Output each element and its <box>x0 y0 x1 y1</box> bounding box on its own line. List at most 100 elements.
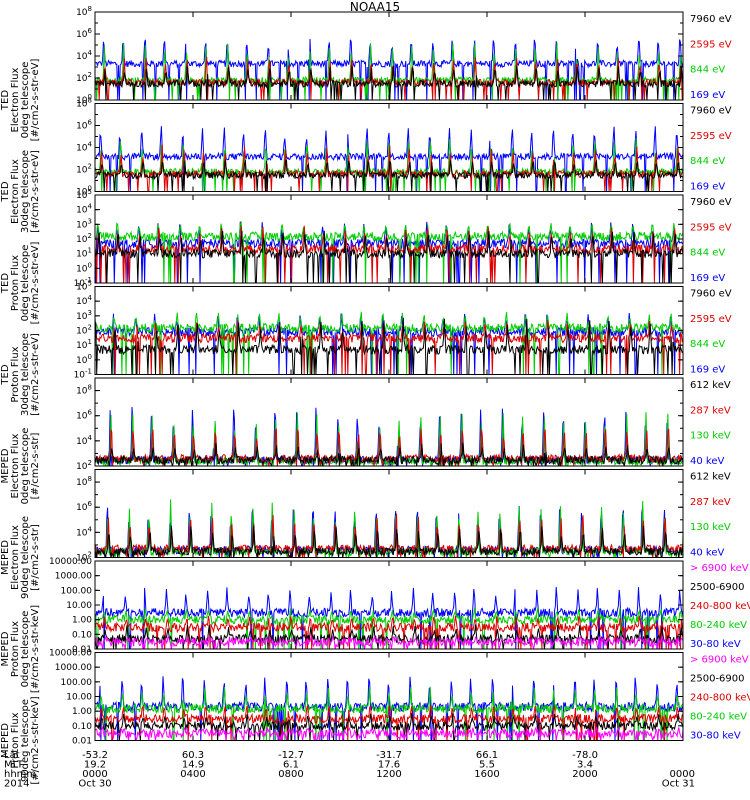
y-axis-label: MEPEDElectron Flux90deg telescope[#/cm2-… <box>0 516 41 599</box>
series-line <box>95 686 683 741</box>
legend-item: 2595 eV <box>690 222 732 233</box>
y-axis-label-line: Proton Flux <box>10 712 21 768</box>
y-axis-label: MEPEDElectron Flux0deg telescope[#/cm2-s… <box>0 428 41 505</box>
y-axis-label: TEDProton Flux30deg telescope[#/cm2-s-st… <box>0 333 41 416</box>
legend-item: 130 keV <box>690 522 731 533</box>
y-tick-label: 0.01 <box>72 737 92 747</box>
footer-value: 5.5 <box>479 760 495 771</box>
panel-8: MEPEDProton Flux90deg telescope[#/cm2-s-… <box>0 652 750 785</box>
footer-value: Oct 30 <box>78 779 111 790</box>
y-tick-label: 10.00 <box>66 693 92 703</box>
legend-item: 287 keV <box>690 497 731 508</box>
series-line <box>95 634 683 649</box>
y-axis-label-line: 0deg telescope <box>20 428 31 505</box>
series-line <box>95 607 683 649</box>
footer-value: 60.3 <box>182 750 204 761</box>
legend-item: 240-800 keV <box>690 693 750 704</box>
panel-6-traces <box>95 499 683 558</box>
y-tick-label: 1.00 <box>72 707 92 717</box>
legend-item: 169 eV <box>690 273 725 284</box>
legend-item: 169 eV <box>690 90 725 101</box>
y-axis-label-line: 90deg telescope <box>20 516 31 599</box>
legend-item: > 6900 keV <box>690 655 749 666</box>
panel-2: TEDElectron Flux30deg telescope[#/cm2-s-… <box>0 103 732 233</box>
panel-frame <box>94 377 684 467</box>
y-tick-label: 104 <box>76 525 92 538</box>
footer-value: -78.0 <box>572 750 598 761</box>
y-axis-label-line: [#/cm2-s-str] <box>30 432 41 499</box>
series-line <box>95 704 683 741</box>
y-tick-label: 0.10 <box>72 722 92 732</box>
y-axis-label-line: Electron Flux <box>10 433 21 498</box>
series-line <box>95 311 683 375</box>
series-line <box>95 220 683 283</box>
y-tick-label: 102 <box>76 71 92 84</box>
y-axis-label-line: Electron Flux <box>10 159 21 224</box>
y-axis-label-line: TED <box>0 181 11 202</box>
footer-value: 2000 <box>572 769 597 780</box>
y-axis-label: TEDProton Flux0deg telescope[#/cm2-s-str… <box>0 242 41 325</box>
y-axis-label-line: Proton Flux <box>10 621 21 677</box>
y-tick-label: 104 <box>76 141 92 154</box>
panel-1: TEDElectron Flux0deg telescope[#/cm2-s-s… <box>0 11 732 141</box>
y-tick-label: 108 <box>76 475 92 488</box>
y-axis-label-line: 30deg telescope <box>20 150 31 233</box>
footer-value: 19.2 <box>84 760 106 771</box>
footer-value: 14.9 <box>182 760 204 771</box>
y-axis-label-line: [#/cm2-s-str-keV] <box>30 605 41 693</box>
y-tick-label: 10000.00 <box>49 557 92 567</box>
legend-item: 40 keV <box>690 456 724 467</box>
footer-value: 0800 <box>278 769 303 780</box>
y-axis-label-line: [#/cm2-s-str-keV] <box>30 696 41 784</box>
y-tick-label: 106 <box>76 409 92 422</box>
footer-value: 66.1 <box>476 750 498 761</box>
y-axis-label-line: MEPED <box>0 540 11 575</box>
series-line <box>95 159 683 192</box>
y-tick-label: 101 <box>76 247 92 260</box>
legend-item: 40 keV <box>690 548 724 559</box>
y-tick-label: 102 <box>76 163 92 176</box>
legend-item: 2500-6900 <box>690 582 745 593</box>
footer-value: 0000 <box>670 769 695 780</box>
series-line <box>95 615 683 649</box>
y-tick-label: 1000.00 <box>55 572 92 582</box>
y-tick-label: 10-1 <box>74 368 92 381</box>
y-axis-label: MEPEDProton Flux90deg telescope[#/cm2-s-… <box>0 696 41 784</box>
y-axis-label-line: [#/cm2-s-str-eV] <box>30 242 41 325</box>
series-line <box>95 126 683 192</box>
y-tick-label: 104 <box>76 434 92 447</box>
footer-value: -12.7 <box>278 750 304 761</box>
y-tick-label: 0.10 <box>72 630 92 640</box>
y-axis-label-line: MEPED <box>0 448 11 483</box>
panel-2-traces <box>95 126 683 192</box>
y-axis-label-line: MEPED <box>0 723 11 758</box>
y-tick-label: 102 <box>76 324 92 337</box>
legend-item: 130 keV <box>690 431 731 442</box>
y-axis-label-line: [#/cm2-s-str] <box>30 524 41 591</box>
legend-item: 844 eV <box>690 156 725 167</box>
series-line <box>95 317 683 375</box>
series-line <box>95 587 683 649</box>
y-tick-label: 10.00 <box>66 601 92 611</box>
legend-item: 80-240 keV <box>690 712 747 723</box>
legend-item: 844 eV <box>690 339 725 350</box>
legend-item: 7960 eV <box>690 14 732 25</box>
panel-frame <box>94 469 684 558</box>
legend-item: 2595 eV <box>690 314 732 325</box>
y-tick-label: 106 <box>76 119 92 132</box>
y-axis-label-line: MEPED <box>0 631 11 666</box>
y-tick-label: 1.00 <box>72 616 92 626</box>
y-axis-label-line: 0deg telescope <box>20 62 31 139</box>
y-axis-label-line: 0deg telescope <box>20 611 31 688</box>
panel-5: MEPEDElectron Flux0deg telescope[#/cm2-s… <box>0 377 731 505</box>
series-line <box>95 230 683 283</box>
y-tick-label: 104 <box>76 294 92 307</box>
legend-item: 30-80 keV <box>690 639 741 650</box>
legend-item: 612 keV <box>690 472 731 483</box>
y-axis-label-line: [#/cm2-s-str-eV] <box>30 333 41 416</box>
y-tick-label: 104 <box>76 49 92 62</box>
panel-4: TEDProton Flux30deg telescope[#/cm2-s-st… <box>0 286 732 416</box>
y-axis-label-line: 0deg telescope <box>20 245 31 322</box>
footer-row-label: hhmm <box>4 769 36 780</box>
